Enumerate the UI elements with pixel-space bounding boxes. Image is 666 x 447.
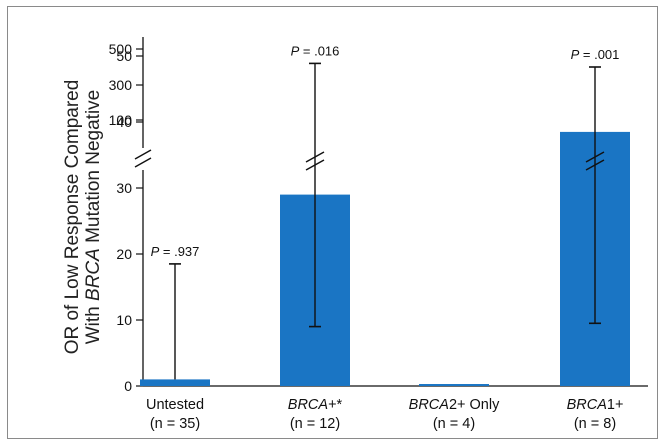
y-axis-label: OR of Low Response Compared <box>62 80 83 355</box>
y-tick-label: 0 <box>124 378 132 394</box>
category-n-label: (n = 4) <box>433 416 475 432</box>
y-tick-label: 40 <box>116 114 132 130</box>
y-axis-label: With BRCA Mutation Negative <box>83 90 104 345</box>
category-label: BRCA1+ <box>567 397 624 413</box>
y-tick-label: 500 <box>109 41 133 57</box>
y-tick-label: 100 <box>109 112 133 128</box>
category-label: Untested <box>146 397 204 413</box>
y-tick-label: 20 <box>116 246 132 262</box>
chart-frame: 0 10 20 30 40 50 100 300 500 OR of Low Response C… <box>7 6 658 439</box>
bar <box>419 384 489 386</box>
error-break-mark <box>305 159 325 171</box>
error-break-mark <box>585 151 605 163</box>
error-break-mark <box>585 159 605 171</box>
y-tick-label: 10 <box>116 312 132 328</box>
p-value-label: P = .016 <box>291 43 340 58</box>
y-tick-label: 30 <box>116 180 132 196</box>
bar <box>140 379 210 386</box>
axis-break-mark <box>134 149 152 160</box>
y-tick-label: 300 <box>109 77 133 93</box>
category-n-label: (n = 8) <box>574 416 616 432</box>
category-label: BRCA2+ Only <box>409 397 500 413</box>
category-label: BRCA+* <box>288 397 343 413</box>
error-break-mark <box>305 151 325 163</box>
p-value-label: P = .001 <box>571 47 620 62</box>
category-n-label: (n = 12) <box>290 416 340 432</box>
axis-break-mark <box>134 157 152 168</box>
bar-chart: 0 10 20 30 40 50 100 300 500 OR of Low Response C… <box>62 37 648 432</box>
p-value-label: P = .937 <box>151 244 200 259</box>
category-n-label: (n = 35) <box>150 416 200 432</box>
y-tick-label: 50 <box>116 48 132 64</box>
